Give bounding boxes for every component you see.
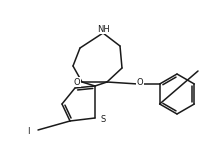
Text: S: S	[100, 115, 106, 124]
Text: O: O	[137, 78, 143, 86]
Text: I: I	[27, 127, 29, 136]
Text: NH: NH	[97, 25, 109, 34]
Text: O: O	[74, 78, 80, 86]
